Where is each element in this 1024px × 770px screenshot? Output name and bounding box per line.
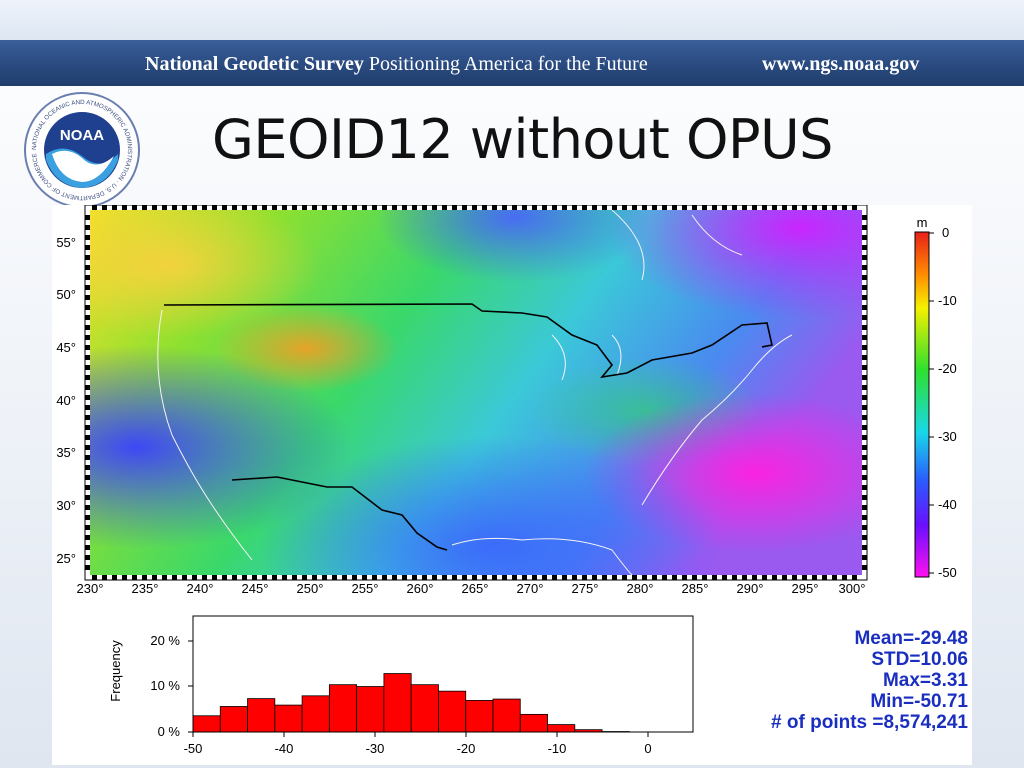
- histogram-bar: [493, 699, 520, 732]
- hist-y-tick: 20 %: [150, 633, 180, 648]
- lon-tick: 295°: [792, 581, 819, 596]
- lat-tick: 25°: [56, 551, 76, 566]
- colorbar-tick: -40: [938, 497, 957, 512]
- lon-tick: 290°: [737, 581, 764, 596]
- stats-panel: Mean=-29.48 STD=10.06 Max=3.31 Min=-50.7…: [728, 628, 968, 733]
- histogram-bar: [520, 714, 547, 732]
- hist-y-tick: 10 %: [150, 678, 180, 693]
- lon-tick: 260°: [407, 581, 434, 596]
- colorbar-tick: -10: [938, 293, 957, 308]
- lon-tick: 300°: [839, 581, 866, 596]
- histogram-ylabel: Frequency: [108, 640, 123, 702]
- stat-mean: Mean=-29.48: [728, 628, 968, 649]
- colorbar-tick: -50: [938, 565, 957, 580]
- histogram-bar: [357, 687, 384, 732]
- lon-tick: 230°: [77, 581, 104, 596]
- stat-max: Max=3.31: [728, 670, 968, 691]
- histogram-bar: [193, 716, 220, 732]
- lat-tick: 50°: [56, 287, 76, 302]
- slide-title: GEOID12 without OPUS: [212, 108, 833, 171]
- histogram-bar: [275, 705, 302, 732]
- histogram-bar: [302, 696, 329, 732]
- lon-tick: 270°: [517, 581, 544, 596]
- stat-points: # of points =8,574,241: [728, 712, 968, 733]
- banner-org: National Geodetic Survey: [145, 53, 364, 75]
- lon-tick: 280°: [627, 581, 654, 596]
- lat-tick: 35°: [56, 445, 76, 460]
- geoid-map: [85, 205, 867, 580]
- colorbar-tick: 0: [942, 225, 949, 240]
- histogram-bar: [548, 725, 575, 732]
- stat-std: STD=10.06: [728, 649, 968, 670]
- colorbar: m 0 -10 -20 -30 -40 -50: [915, 215, 957, 580]
- lon-tick: 235°: [132, 581, 159, 596]
- hist-x-tick: -20: [457, 741, 476, 756]
- histogram-bar: [438, 691, 465, 732]
- hist-x-tick: 0: [644, 741, 651, 756]
- lat-tick: 55°: [56, 235, 76, 250]
- lat-tick: 30°: [56, 498, 76, 513]
- lon-tick: 265°: [462, 581, 489, 596]
- banner-text: National Geodetic Survey Positioning Ame…: [145, 53, 648, 76]
- hist-x-tick: -40: [275, 741, 294, 756]
- lat-tick: 45°: [56, 340, 76, 355]
- histogram-bar: [220, 706, 247, 732]
- top-strip: [0, 0, 1024, 40]
- noaa-logo: NATIONAL OCEANIC AND ATMOSPHERIC ADMINIS…: [22, 90, 142, 210]
- lon-tick: 255°: [352, 581, 379, 596]
- colorbar-tick: -30: [938, 429, 957, 444]
- hist-y-tick: 0 %: [158, 724, 181, 739]
- hist-x-tick: -50: [184, 741, 203, 756]
- histogram: Frequency 20 % 10 % 0 % -50 -40 -30 -20 …: [108, 616, 693, 756]
- lon-tick: 240°: [187, 581, 214, 596]
- logo-name: NOAA: [60, 127, 104, 144]
- histogram-bar: [329, 685, 356, 732]
- lon-tick: 245°: [242, 581, 269, 596]
- hist-x-tick: -30: [366, 741, 385, 756]
- histogram-bar: [384, 674, 411, 732]
- histogram-bar: [466, 700, 493, 732]
- histogram-bars: [193, 674, 629, 732]
- stat-min: Min=-50.71: [728, 691, 968, 712]
- lon-tick: 275°: [572, 581, 599, 596]
- banner-url[interactable]: www.ngs.noaa.gov: [762, 53, 919, 76]
- lon-tick: 250°: [297, 581, 324, 596]
- lon-axis: 230° 235° 240° 245° 250° 255° 260° 265° …: [77, 581, 866, 596]
- colorbar-unit: m: [917, 215, 928, 230]
- histogram-bar: [248, 699, 275, 732]
- lat-tick: 40°: [56, 393, 76, 408]
- histogram-bar: [411, 685, 438, 732]
- lat-axis: 55° 50° 45° 40° 35° 30° 25°: [56, 235, 76, 566]
- colorbar-tick: -20: [938, 361, 957, 376]
- lon-tick: 285°: [682, 581, 709, 596]
- hist-x-tick: -10: [548, 741, 567, 756]
- banner-tagline: Positioning America for the Future: [369, 53, 648, 75]
